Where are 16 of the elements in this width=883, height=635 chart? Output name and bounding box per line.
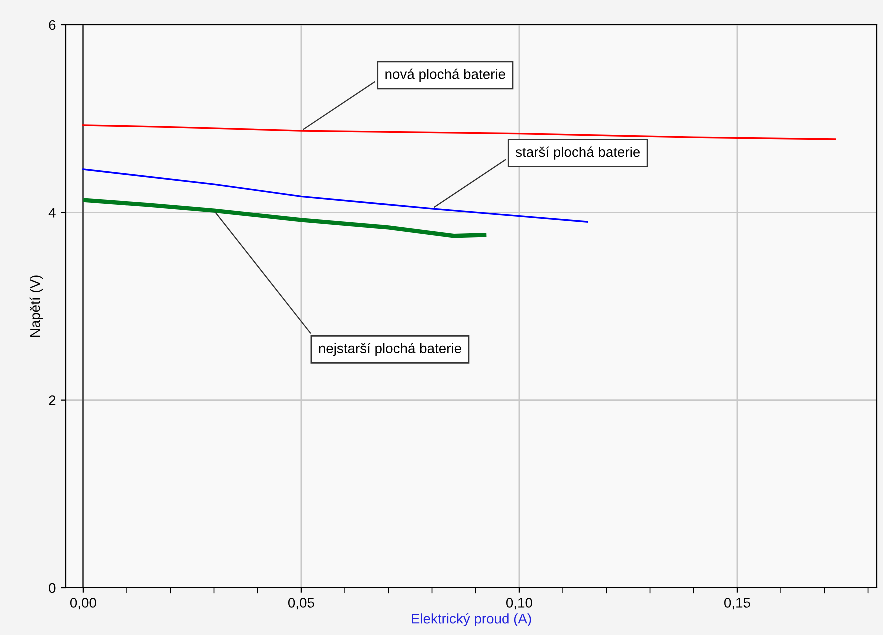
line-series: [82, 124, 836, 140]
x-tick-label: 0,00: [70, 598, 96, 610]
text: starší plochá baterie: [516, 146, 640, 160]
line-series: [82, 168, 588, 223]
x-tick-label: 0,10: [506, 598, 532, 610]
x-axis-title: Elektrický proud (A): [412, 613, 532, 627]
y-tick-label: 2: [49, 396, 56, 406]
text: nová plochá baterie: [386, 68, 506, 82]
y-tick-label: 0: [49, 583, 56, 594]
line-series: [84, 198, 487, 238]
y-tick-label: 4: [48, 208, 56, 218]
text: nejstarší plochá baterie: [319, 343, 462, 356]
x-tick-label: 0,05: [288, 598, 314, 610]
y-tick-label: 6: [49, 20, 56, 30]
x-tick-label: 0,15: [724, 598, 750, 610]
y-axis-title: Napětí (V): [30, 276, 43, 338]
